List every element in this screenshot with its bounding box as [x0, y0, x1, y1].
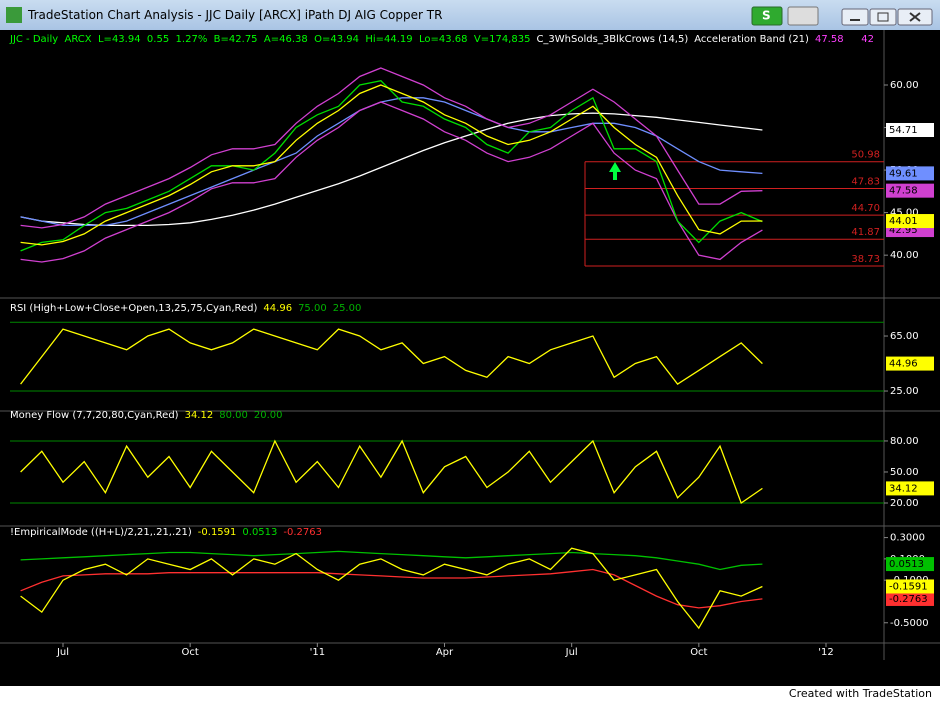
- header-item: !EmpiricalMode ((H+L)/2,21,.21,.21): [10, 527, 192, 538]
- header-item: RSI (High+Low+Close+Open,13,25,75,Cyan,R…: [10, 303, 258, 314]
- panel-header: RSI (High+Low+Close+Open,13,25,75,Cyan,R…: [10, 303, 361, 314]
- value-box: [886, 557, 934, 572]
- header-item: -0.2763: [283, 527, 323, 538]
- chart: 40.0045.0050.0055.0060.0050.9847.8344.70…: [0, 30, 940, 686]
- series-line: [20, 67, 763, 229]
- header-item: -0.1591: [197, 527, 237, 538]
- value-box-label: 54.71: [889, 125, 918, 136]
- series-line: [20, 568, 763, 609]
- header-item: 42: [861, 34, 874, 45]
- header-item: Money Flow (7,7,20,80,Cyan,Red): [10, 410, 179, 421]
- level-label: 50.98: [851, 150, 880, 161]
- header-item: 47.58: [814, 34, 844, 45]
- value-box: [886, 579, 934, 594]
- panel-header: !EmpiricalMode ((H+L)/2,21,.21,.21) -0.15…: [10, 527, 322, 538]
- y-tick-label: 0.3000: [890, 533, 925, 544]
- value-box: [886, 356, 934, 371]
- panel-header: JJC - Daily ARCX L=43.94 0.55 1.27% B=42…: [10, 34, 874, 45]
- value-box: [886, 183, 934, 198]
- x-tick-label: Jul: [565, 647, 578, 658]
- y-tick-label: 65.00: [890, 331, 919, 342]
- close-glyph: [909, 12, 921, 22]
- y-tick-label: 40.00: [890, 250, 919, 261]
- value-box-label: 0.0513: [889, 559, 924, 570]
- value-box-label: -0.2763: [889, 594, 928, 605]
- y-tick-label: 20.00: [890, 498, 919, 509]
- value-box-label: 44.01: [889, 216, 918, 227]
- value-box-label: 47.58: [889, 186, 918, 197]
- series-line: [20, 84, 763, 246]
- x-tick-label: Apr: [436, 647, 454, 658]
- y-tick-label: 45.00: [890, 208, 919, 219]
- series-line: [20, 550, 763, 571]
- x-tick-label: Jul: [56, 647, 69, 658]
- series-line: [20, 79, 763, 252]
- app-icon: [6, 7, 22, 23]
- header-item: 20.00: [253, 410, 283, 421]
- y-tick-label: 25.00: [890, 386, 919, 397]
- series-line: [20, 101, 763, 263]
- series-line: [20, 547, 763, 630]
- value-box: [886, 591, 934, 606]
- series-line: [20, 112, 763, 227]
- s-button-label: S: [762, 9, 771, 23]
- header-item: 0.0513: [242, 527, 278, 538]
- chart-background: [0, 30, 940, 686]
- level-label: 38.73: [851, 254, 880, 265]
- header-item: 75.00: [298, 303, 327, 314]
- menu-button[interactable]: [787, 6, 819, 26]
- window-title: TradeStation Chart Analysis - JJC Daily …: [28, 8, 443, 22]
- series-line: [20, 328, 763, 385]
- y-tick-label: 50.00: [890, 467, 919, 478]
- max-glyph: [877, 12, 889, 22]
- header-item: 25.00: [332, 303, 362, 314]
- y-tick-label: 60.00: [890, 80, 919, 91]
- minimize-button[interactable]: [841, 8, 869, 26]
- value-box-label: 34.12: [889, 483, 918, 494]
- y-tick-label: 80.00: [890, 436, 919, 447]
- series-line: [20, 97, 763, 227]
- header-item: JJC - Daily ARCX L=43.94 0.55 1.27% B=42…: [10, 34, 531, 45]
- header-item: Acceleration Band (21): [694, 34, 809, 45]
- value-box-label: 44.96: [889, 359, 918, 370]
- y-tick-label: -0.5000: [890, 618, 929, 629]
- title-icons: S: [6, 6, 933, 26]
- header-item: 34.12: [184, 410, 214, 421]
- value-box-label: -0.1591: [889, 581, 928, 592]
- x-tick-label: Oct: [690, 647, 707, 658]
- level-label: 41.87: [851, 227, 880, 238]
- value-box: [886, 122, 934, 137]
- value-box: [886, 166, 934, 181]
- x-tick-label: '11: [310, 647, 325, 658]
- header-item: C_3WhSolds_3BlkCrows (14,5): [536, 34, 689, 45]
- panel-header: Money Flow (7,7,20,80,Cyan,Red) 34.12 80.0…: [10, 410, 283, 421]
- header-item: 80.00: [219, 410, 248, 421]
- value-box: [886, 481, 934, 496]
- s-button[interactable]: [751, 6, 783, 26]
- series-line: [20, 439, 763, 505]
- title-bar: S TradeStation Chart Analysis - JJC Dail…: [0, 0, 940, 31]
- level-label: 44.70: [851, 203, 880, 214]
- value-box-label: 49.61: [889, 168, 918, 179]
- x-tick-label: Oct: [182, 647, 199, 658]
- value-box-label: 42.95: [889, 225, 918, 236]
- x-tick-label: '12: [818, 647, 833, 658]
- footer: Created with TradeStation: [788, 687, 932, 700]
- maximize-button[interactable]: [869, 8, 897, 26]
- signal-arrow: [609, 162, 621, 180]
- header-item: 44.96: [263, 303, 293, 314]
- value-box: [886, 214, 934, 229]
- level-label: 47.83: [851, 177, 880, 188]
